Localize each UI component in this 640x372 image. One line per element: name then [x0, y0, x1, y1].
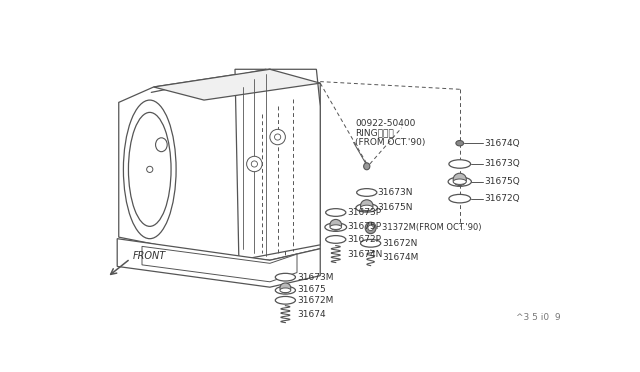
Ellipse shape: [449, 195, 470, 203]
Ellipse shape: [124, 100, 176, 239]
Ellipse shape: [360, 200, 373, 211]
Ellipse shape: [365, 222, 376, 234]
Text: ^3 5 i0  9: ^3 5 i0 9: [516, 313, 561, 322]
Ellipse shape: [456, 141, 463, 146]
Ellipse shape: [360, 240, 381, 247]
Text: 31674N: 31674N: [348, 250, 383, 259]
Ellipse shape: [364, 163, 370, 170]
Text: 31674M: 31674M: [382, 253, 419, 262]
Ellipse shape: [330, 219, 342, 230]
Polygon shape: [154, 69, 320, 100]
Ellipse shape: [356, 189, 377, 196]
Ellipse shape: [368, 225, 373, 231]
Polygon shape: [119, 69, 320, 260]
Text: 31672P: 31672P: [348, 235, 381, 244]
Ellipse shape: [147, 166, 153, 173]
Text: 31673M: 31673M: [298, 273, 334, 282]
Text: 31675N: 31675N: [378, 203, 413, 212]
Text: 31674Q: 31674Q: [484, 139, 520, 148]
Ellipse shape: [246, 156, 262, 172]
Polygon shape: [142, 246, 297, 282]
Text: 00922-50400: 00922-50400: [355, 119, 415, 128]
Ellipse shape: [453, 179, 467, 185]
Ellipse shape: [280, 288, 291, 293]
Text: 31672M: 31672M: [298, 296, 334, 305]
Text: 31673P: 31673P: [348, 208, 381, 217]
Ellipse shape: [275, 286, 296, 294]
Ellipse shape: [449, 160, 470, 168]
Ellipse shape: [275, 134, 281, 140]
Text: 31675P: 31675P: [348, 222, 381, 231]
Ellipse shape: [448, 177, 472, 186]
Text: RINGリング: RINGリング: [355, 129, 394, 138]
Ellipse shape: [453, 173, 467, 186]
Text: 31372M(FROM OCT.'90): 31372M(FROM OCT.'90): [382, 224, 482, 232]
Ellipse shape: [275, 273, 296, 281]
Ellipse shape: [326, 235, 346, 243]
Text: 31675Q: 31675Q: [484, 177, 520, 186]
Text: FRONT: FRONT: [132, 251, 166, 261]
Polygon shape: [235, 69, 320, 260]
Ellipse shape: [326, 209, 346, 217]
Ellipse shape: [252, 161, 257, 167]
Text: 31673N: 31673N: [378, 188, 413, 197]
Text: 31674: 31674: [298, 310, 326, 319]
Ellipse shape: [330, 225, 342, 230]
Text: 31672Q: 31672Q: [484, 194, 520, 203]
Text: 31672N: 31672N: [382, 239, 418, 248]
Text: 31675: 31675: [298, 285, 326, 294]
Ellipse shape: [356, 203, 378, 212]
Ellipse shape: [129, 112, 171, 226]
Text: 31673Q: 31673Q: [484, 160, 520, 169]
Ellipse shape: [325, 223, 347, 231]
Ellipse shape: [360, 205, 373, 211]
Polygon shape: [117, 239, 320, 287]
Ellipse shape: [275, 296, 296, 304]
Ellipse shape: [280, 283, 291, 293]
Text: (FROM OCT.'90): (FROM OCT.'90): [355, 138, 426, 147]
Ellipse shape: [270, 129, 285, 145]
